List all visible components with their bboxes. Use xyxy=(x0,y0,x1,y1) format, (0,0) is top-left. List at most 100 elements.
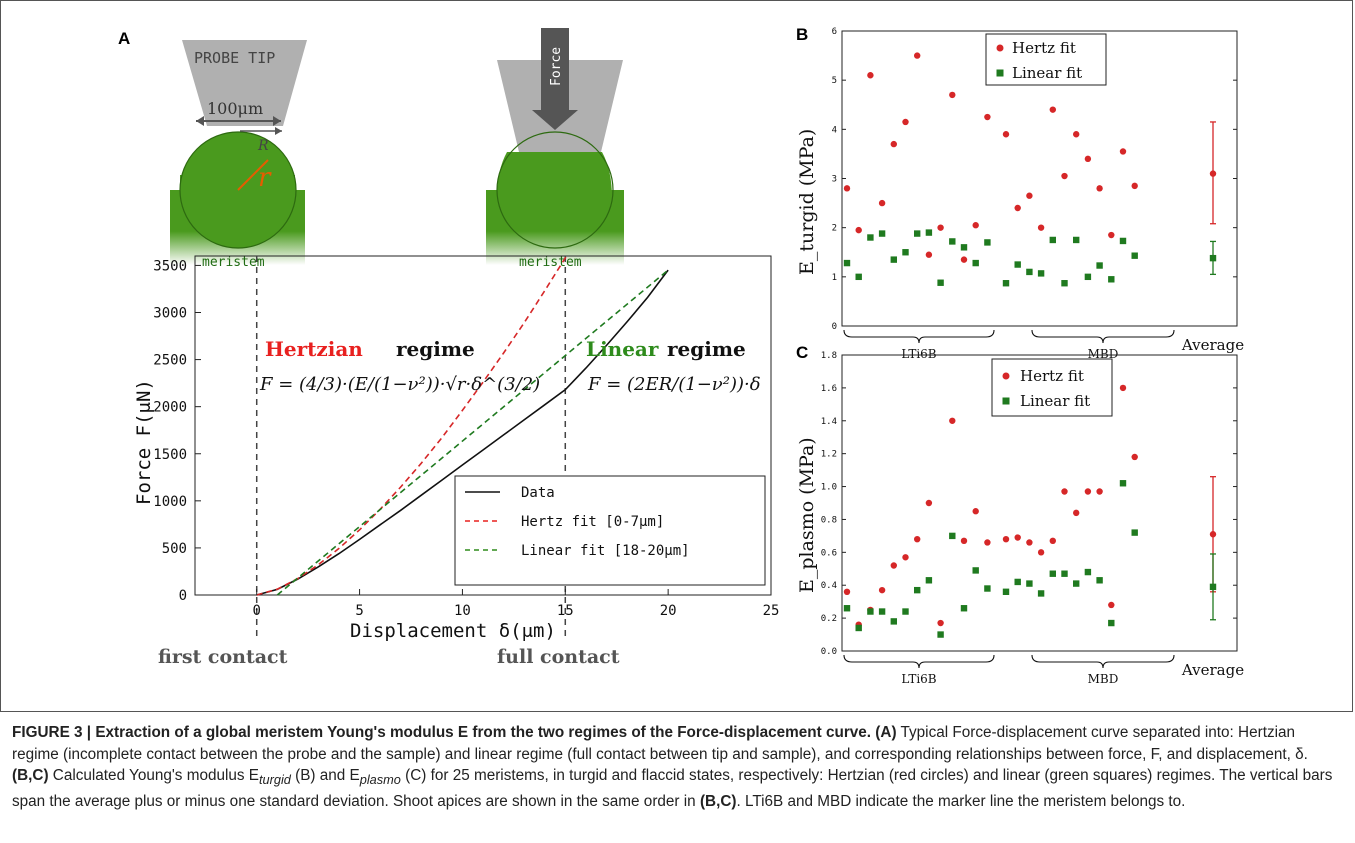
linear-point xyxy=(1119,237,1127,245)
hertz-point xyxy=(890,562,897,569)
hertz-point xyxy=(925,499,933,507)
hertz-point xyxy=(1131,182,1138,190)
probe-illustration-right: Force meristem xyxy=(486,28,624,270)
probe-illustration-left: PROBE TIP r 100μm R meristem xyxy=(170,40,307,270)
bracket-mbd-label: MBD xyxy=(1088,672,1119,686)
linear-point xyxy=(1131,529,1138,536)
linear-point xyxy=(855,273,862,281)
bracket-mbd xyxy=(1031,654,1175,669)
linear-point xyxy=(843,605,851,612)
caption-ref-a: (A) xyxy=(875,724,897,741)
caption-sub-turgid: turgid xyxy=(258,772,291,788)
ytick-label: 1.4 xyxy=(821,417,837,427)
linear-point xyxy=(843,259,851,267)
ytick-label: 3 xyxy=(832,175,837,185)
ytick-label: 5 xyxy=(832,76,837,86)
legend-b-linear: Linear fit xyxy=(1012,64,1082,82)
panel-c-legend: Hertz fit Linear fit xyxy=(991,358,1113,417)
hertz-point xyxy=(960,537,968,545)
linear-point xyxy=(902,608,909,615)
linear-point xyxy=(1061,280,1068,287)
legend-b-hertz: Hertz fit xyxy=(1012,39,1076,57)
hertz-point xyxy=(1084,155,1092,163)
linear-point xyxy=(878,230,886,237)
hertz-point xyxy=(1131,453,1138,461)
panel-a-xtick-label: 15 xyxy=(557,603,574,619)
avg-linear-point xyxy=(1209,254,1217,262)
ytick-label: 1.0 xyxy=(821,483,837,493)
linear-point xyxy=(855,624,862,632)
meristem-label-left: meristem xyxy=(202,255,265,270)
linear-word: Linear xyxy=(586,337,659,361)
panel-a-xtick-label: 25 xyxy=(763,603,780,619)
panel-b-chart: 0 1 2 3 4 5 6 LTi6B MBD Average E_turgid (MPa) H… xyxy=(796,27,1244,361)
hertz-point xyxy=(984,113,991,121)
ytick-label: 1.6 xyxy=(821,384,837,394)
caption-text-5: . LTi6B and MBD indicate the marker line… xyxy=(736,792,1186,810)
panel-a-ytick-label: 500 xyxy=(162,541,187,557)
panel-c-chart: 0.0 0.2 0.4 0.6 0.8 1.0 1.2 1.4 1.6 1.8 LTi6B MBD A… xyxy=(796,351,1244,686)
legend-c-hertz: Hertz fit xyxy=(1020,367,1084,385)
bracket-ltI6b xyxy=(843,654,995,669)
ytick-label: 6 xyxy=(832,27,837,37)
hertz-point xyxy=(949,417,956,424)
hertz-point xyxy=(1096,488,1103,495)
hertz-point xyxy=(1049,537,1057,545)
hertz-point xyxy=(914,52,921,59)
R-label: R xyxy=(257,138,269,154)
linear-point xyxy=(937,631,944,638)
avg-hertz-point xyxy=(1209,531,1217,538)
panel-a-ytick-label: 2500 xyxy=(153,353,187,369)
hertz-point xyxy=(1026,539,1033,546)
linear-point xyxy=(1049,570,1056,577)
linear-regime-word: regime xyxy=(667,337,746,361)
probe-tip-label: PROBE TIP xyxy=(194,49,275,67)
linear-point xyxy=(1108,619,1115,627)
average-label: Average xyxy=(1181,661,1244,679)
hertz-point xyxy=(949,91,956,99)
hertz-point xyxy=(1061,488,1068,495)
caption-heading: FIGURE 3 | Extraction of a global merist… xyxy=(12,724,872,741)
hertz-point xyxy=(902,118,909,126)
linear-point xyxy=(878,608,886,615)
hertz-regime-word: regime xyxy=(396,337,475,361)
linear-point xyxy=(949,532,956,540)
ytick-label: 1 xyxy=(832,273,837,283)
panel-letter-c: C xyxy=(796,343,808,362)
bracket-mbd-label: MBD xyxy=(1088,347,1119,361)
panel-a-series-1 xyxy=(256,255,568,596)
hertz-point xyxy=(1002,535,1010,543)
hertz-point xyxy=(1084,488,1092,495)
hertzian-word: Hertzian xyxy=(265,337,363,361)
width-label: 100μm xyxy=(207,99,263,118)
ytick-label: 2 xyxy=(832,224,837,234)
bracket-ltI6b-label: LTi6B xyxy=(901,672,936,686)
linear-point xyxy=(960,605,968,612)
average-label: Average xyxy=(1181,336,1244,354)
hertz-point xyxy=(1002,131,1010,138)
hertz-point xyxy=(925,251,933,258)
linear-point xyxy=(1014,578,1021,586)
panel-a-series-0 xyxy=(256,269,669,596)
linear-point xyxy=(1084,568,1092,576)
hertz-point xyxy=(1108,231,1115,239)
linear-point xyxy=(867,234,874,241)
linear-point xyxy=(1119,480,1127,487)
panel-c-plot-area xyxy=(841,354,1238,652)
hertz-point xyxy=(1026,192,1033,199)
ytick-label: 0.0 xyxy=(821,647,837,657)
hertz-equation: F = (4/3)·(E/(1−ν²))·√r·δ^(3/2) xyxy=(259,374,540,395)
figure-canvas: A B C PROBE TIP r 100μm R meristem Force… xyxy=(118,25,1244,686)
force-label: Force xyxy=(549,47,564,86)
legend-c-linear: Linear fit xyxy=(1020,392,1090,410)
linear-point xyxy=(984,239,991,246)
panel-a-ylabel: Force F(μN) xyxy=(133,379,155,505)
panel-a-ytick-label: 1500 xyxy=(153,447,187,463)
hertz-point xyxy=(914,535,921,543)
hertz-point xyxy=(1014,204,1021,212)
hertz-point xyxy=(878,586,886,594)
linear-point xyxy=(914,586,921,594)
linear-point xyxy=(1096,577,1103,584)
panel-a-series-2 xyxy=(276,269,669,596)
caption-text-3: (B) and E xyxy=(290,767,360,784)
